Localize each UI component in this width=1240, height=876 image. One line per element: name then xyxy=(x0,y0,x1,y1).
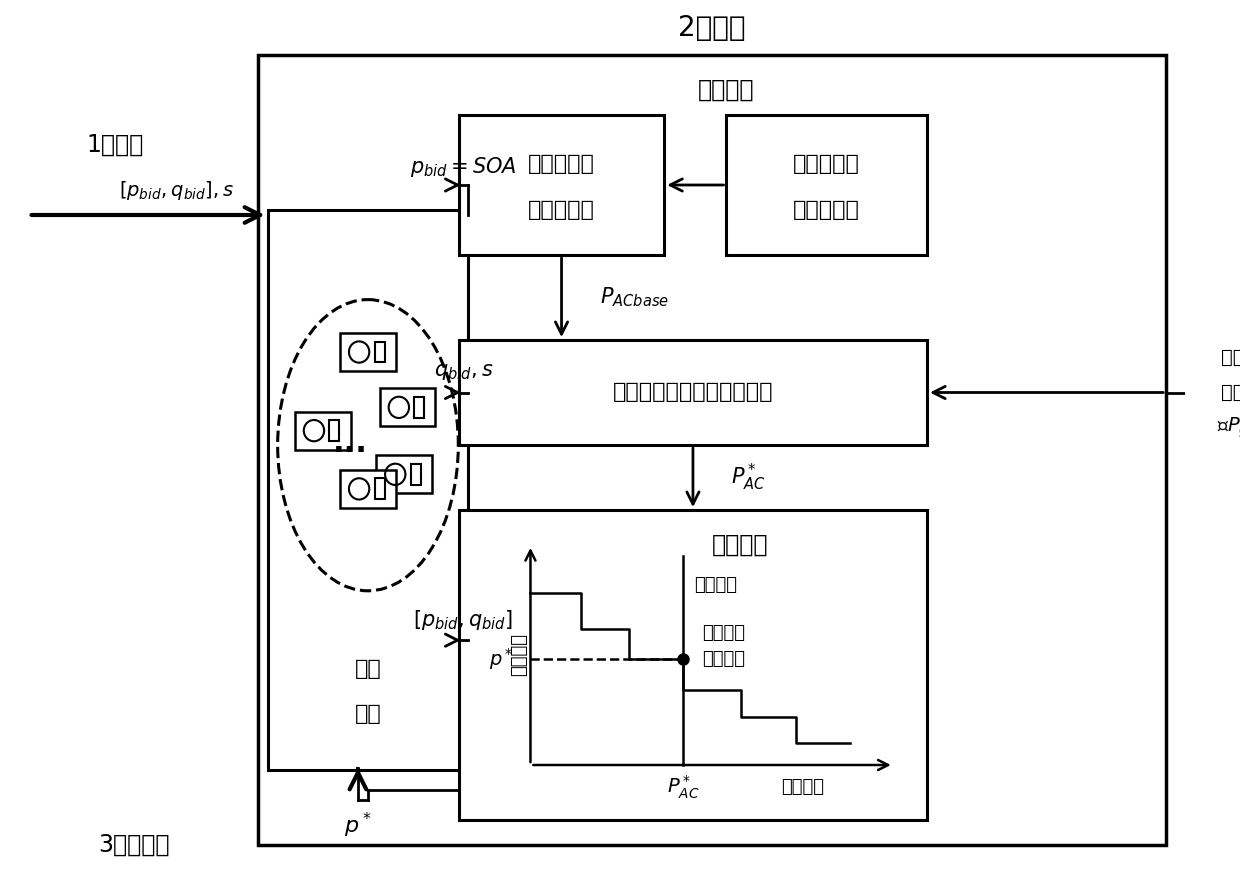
Text: 集群: 集群 xyxy=(355,704,382,724)
Bar xyxy=(258,55,1166,845)
Text: 空调基准负: 空调基准负 xyxy=(794,154,861,174)
Text: $p^*$: $p^*$ xyxy=(345,810,372,839)
Text: 联络: 联络 xyxy=(1221,348,1240,367)
Text: ···: ··· xyxy=(332,436,367,465)
Text: $p^*$: $p^*$ xyxy=(489,646,513,673)
Text: 空调负荷: 空调负荷 xyxy=(702,624,745,642)
Text: 率$P_g$: 率$P_g$ xyxy=(1216,415,1240,440)
Text: 投标容量: 投标容量 xyxy=(781,778,825,796)
Text: 1、投标: 1、投标 xyxy=(86,133,144,157)
Text: 目标功率: 目标功率 xyxy=(694,576,738,594)
Bar xyxy=(268,210,469,770)
Bar xyxy=(377,456,432,493)
Text: $q_{bid},s$: $q_{bid},s$ xyxy=(434,363,494,383)
Text: 计算空调聚合功率控制目标: 计算空调聚合功率控制目标 xyxy=(613,383,774,402)
Bar xyxy=(459,115,665,255)
Bar xyxy=(414,397,424,418)
Bar xyxy=(459,340,928,445)
Text: $P_{ACbase}$: $P_{ACbase}$ xyxy=(600,286,668,309)
Text: 投标价格: 投标价格 xyxy=(510,633,528,676)
Text: 2、聚合: 2、聚合 xyxy=(678,14,745,42)
Bar xyxy=(727,115,928,255)
Text: 虚拟市场: 虚拟市场 xyxy=(712,533,768,557)
Text: $[p_{bid},q_{bid}]$: $[p_{bid},q_{bid}]$ xyxy=(413,608,513,632)
Bar xyxy=(410,464,420,484)
Ellipse shape xyxy=(278,300,459,590)
Text: 修正空调集: 修正空调集 xyxy=(528,154,595,174)
Text: 群基准负荷: 群基准负荷 xyxy=(528,201,595,220)
Text: 控制中心: 控制中心 xyxy=(698,78,755,102)
Bar xyxy=(374,478,384,499)
Bar xyxy=(330,420,340,442)
Text: 3、反聚合: 3、反聚合 xyxy=(98,833,170,857)
Bar xyxy=(379,388,435,427)
Text: 荷预测模型: 荷预测模型 xyxy=(794,201,861,220)
Bar xyxy=(340,470,396,508)
Bar xyxy=(459,510,928,820)
Bar xyxy=(340,333,396,371)
Text: 空调: 空调 xyxy=(355,660,382,679)
Text: $P_{AC}^*$: $P_{AC}^*$ xyxy=(732,462,766,493)
Text: 线功: 线功 xyxy=(1221,383,1240,402)
Text: 需求曲线: 需求曲线 xyxy=(702,650,745,668)
Bar xyxy=(374,342,384,363)
Text: $P_{AC}^*$: $P_{AC}^*$ xyxy=(667,774,699,801)
Bar xyxy=(295,412,351,449)
Text: $[p_{bid},q_{bid}],s$: $[p_{bid},q_{bid}],s$ xyxy=(119,179,234,201)
Text: $p_{bid}=SOA$: $p_{bid}=SOA$ xyxy=(410,155,517,179)
